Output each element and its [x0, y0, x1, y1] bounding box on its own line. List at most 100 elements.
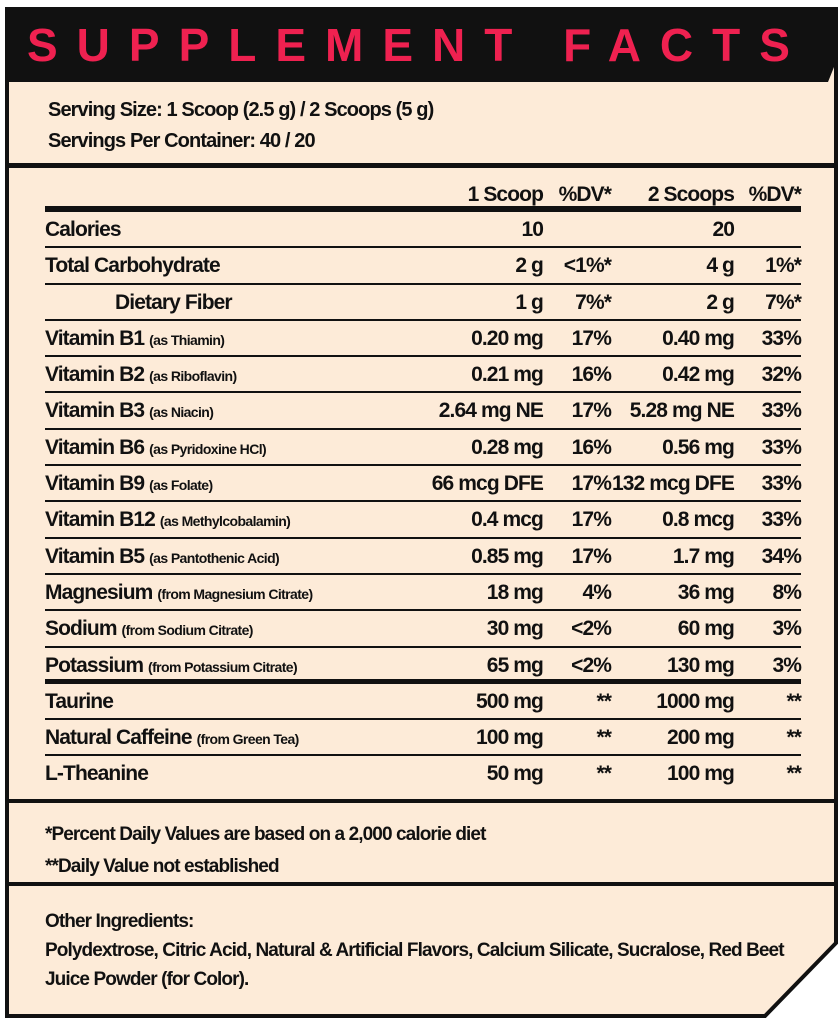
nutrient-label: L-Theanine [45, 762, 149, 786]
amount-1-scoop: 0.4 mcg [471, 508, 544, 532]
amount-2-scoops: 60 mg [677, 617, 735, 641]
nutrient-source: (as Folate) [149, 477, 213, 494]
amount-2-scoops: 0.42 mg [662, 363, 735, 387]
amount-1-scoop: 50 mg [486, 762, 544, 786]
nutrient-source: (from Magnesium Citrate) [157, 585, 313, 602]
nutrient-label: Calories [45, 218, 122, 241]
other-ingredients-heading: Other Ingredients: [45, 911, 194, 932]
amount-1-scoop: 0.85 mg [471, 544, 544, 568]
nutrient-name: Vitamin B12 (as Methylcobalamin) [45, 507, 291, 534]
nutrient-name: Vitamin B5 (as Pantothenic Acid) [45, 544, 280, 571]
dv-2-scoops: 8% [772, 580, 801, 604]
nutrient-name: Natural Caffeine (from Green Tea) [45, 725, 299, 752]
serving-size: Serving Size: 1 Scoop (2.5 g) / 2 Scoops… [48, 99, 434, 121]
dv-1-scoop: ** [596, 762, 611, 786]
amount-1-scoop: 500 mg [476, 689, 544, 713]
nutrient-label: Vitamin B2 [45, 363, 145, 387]
nutrient-label: Vitamin B9 [45, 472, 145, 496]
nutrient-source: (from Sodium Citrate) [121, 622, 254, 639]
table-row: Calories 10 20 [45, 212, 801, 249]
dv-2-scoops: 33% [761, 399, 802, 423]
col-1-scoop: 1 Scoop [467, 183, 544, 206]
other-ingredients: Other Ingredients: Polydextrose, Citric … [45, 907, 815, 994]
dv-1-scoop: 17% [571, 326, 612, 350]
dv-1-scoop: 17% [571, 508, 612, 532]
dv-2-scoops: 33% [761, 326, 802, 350]
amount-1-scoop: 0.21 mg [471, 363, 544, 387]
dv-1-scoop: 16% [571, 435, 612, 459]
footnotes: *Percent Daily Values are based on a 2,0… [45, 819, 486, 883]
amount-2-scoops: 5.28 mg NE [629, 399, 735, 423]
nutrient-label: Sodium [45, 617, 118, 641]
nutrient-table: 1 Scoop %DV* 2 Scoops %DV* Calories 10 20 T… [45, 177, 802, 793]
dv-2-scoops: ** [786, 762, 801, 786]
table-row: Potassium (from Potassium Citrate) 65 mg <… [45, 648, 802, 684]
footnote-dv: *Percent Daily Values are based on a 2,0… [45, 824, 486, 845]
nutrient-name: Total Carbohydrate [45, 253, 221, 279]
dv-1-scoop: 4% [582, 580, 611, 604]
table-row: Vitamin B5 (as Pantothenic Acid) 0.85 mg 1… [45, 539, 802, 575]
amount-2-scoops: 2 g [706, 290, 735, 314]
dv-2-scoops: 33% [761, 508, 802, 532]
amount-2-scoops: 100 mg [667, 762, 735, 786]
dv-2-scoops: 1%* [765, 254, 802, 278]
amount-1-scoop: 10 [521, 218, 543, 241]
amount-1-scoop: 0.28 mg [471, 435, 544, 459]
nutrient-label: Vitamin B12 [45, 508, 156, 532]
table-row: Vitamin B9 (as Folate) 66 mcg DFE 17% 132 m… [45, 466, 802, 503]
table-row: Magnesium (from Magnesium Citrate) 18 mg 4… [45, 575, 802, 612]
nutrient-name: Vitamin B9 (as Folate) [45, 471, 213, 498]
table-row: Vitamin B1 (as Thiamin) 0.20 mg 17% 0.40 mg… [45, 321, 802, 358]
amount-1-scoop: 2 g [515, 254, 544, 278]
amount-2-scoops: 36 mg [677, 580, 735, 604]
table-header: 1 Scoop %DV* 2 Scoops %DV* [45, 177, 802, 212]
dv-2-scoops: 3% [772, 653, 801, 677]
footnote-not-established: **Daily Value not established [45, 856, 280, 877]
nutrient-source: (as Pantothenic Acid) [149, 549, 280, 566]
nutrient-name: Taurine [45, 689, 114, 715]
amount-1-scoop: 65 mg [486, 653, 544, 677]
nutrient-label: Vitamin B6 [45, 435, 145, 459]
nutrient-name: Calories [45, 217, 122, 243]
serving-info: Serving Size: 1 Scoop (2.5 g) / 2 Scoops… [48, 95, 434, 157]
dv-1-scoop: 17% [571, 544, 612, 568]
amount-1-scoop: 30 mg [486, 617, 544, 641]
nutrient-label: Dietary Fiber [115, 290, 233, 314]
table-row: Vitamin B2 (as Riboflavin) 0.21 mg 16% 0.42… [45, 357, 802, 394]
nutrient-label: Natural Caffeine [45, 726, 193, 750]
table-row: Vitamin B3 (as Niacin) 2.64 mg NE 17% 5.28 … [45, 393, 802, 430]
other-ingredients-text: Polydextrose, Citric Acid, Natural & Art… [45, 940, 785, 990]
amount-1-scoop: 0.20 mg [471, 326, 544, 350]
nutrient-label: Magnesium [45, 580, 153, 604]
nutrient-source: (as Riboflavin) [149, 368, 237, 385]
nutrient-name: Vitamin B3 (as Niacin) [45, 398, 214, 425]
table-row: L-Theanine 50 mg ** 100 mg ** [45, 756, 802, 792]
dv-2-scoops: 34% [761, 544, 802, 568]
dv-1-scoop: 7%* [575, 290, 612, 314]
dv-1-scoop: ** [596, 689, 611, 713]
nutrient-source: (as Methylcobalamin) [159, 513, 291, 530]
dv-1-scoop: ** [596, 726, 611, 750]
nutrient-source: (as Thiamin) [149, 331, 225, 348]
dv-1-scoop: <2% [571, 617, 612, 641]
supplement-facts-label: SUPPLEMENT FACTS Serving Size: 1 Scoop (… [5, 7, 838, 1018]
nutrient-name: Magnesium (from Magnesium Citrate) [45, 580, 313, 607]
table-row: Vitamin B12 (as Methylcobalamin) 0.4 mcg 1… [45, 502, 802, 539]
amount-2-scoops: 0.40 mg [662, 326, 735, 350]
servings-per-container: Servings Per Container: 40 / 20 [48, 130, 316, 152]
nutrient-label: Total Carbohydrate [45, 254, 221, 278]
amount-2-scoops: 130 mg [667, 653, 735, 677]
amount-2-scoops: 0.8 mcg [662, 508, 735, 532]
amount-2-scoops: 1000 mg [656, 689, 735, 713]
amount-1-scoop: 1 g [515, 290, 544, 314]
col-dv-2: %DV* [748, 183, 802, 206]
nutrient-source: (from Green Tea) [196, 731, 300, 748]
amount-2-scoops: 132 mcg DFE [612, 472, 735, 496]
table-row: Vitamin B6 (as Pyridoxine HCl) 0.28 mg 16%… [45, 430, 802, 467]
amount-2-scoops: 20 [712, 218, 734, 241]
label-title: SUPPLEMENT FACTS [27, 19, 809, 71]
nutrient-label: Vitamin B3 [45, 399, 145, 423]
amount-1-scoop: 100 mg [476, 726, 544, 750]
nutrient-label: Potassium [45, 653, 144, 677]
col-dv-1: %DV* [558, 183, 612, 206]
